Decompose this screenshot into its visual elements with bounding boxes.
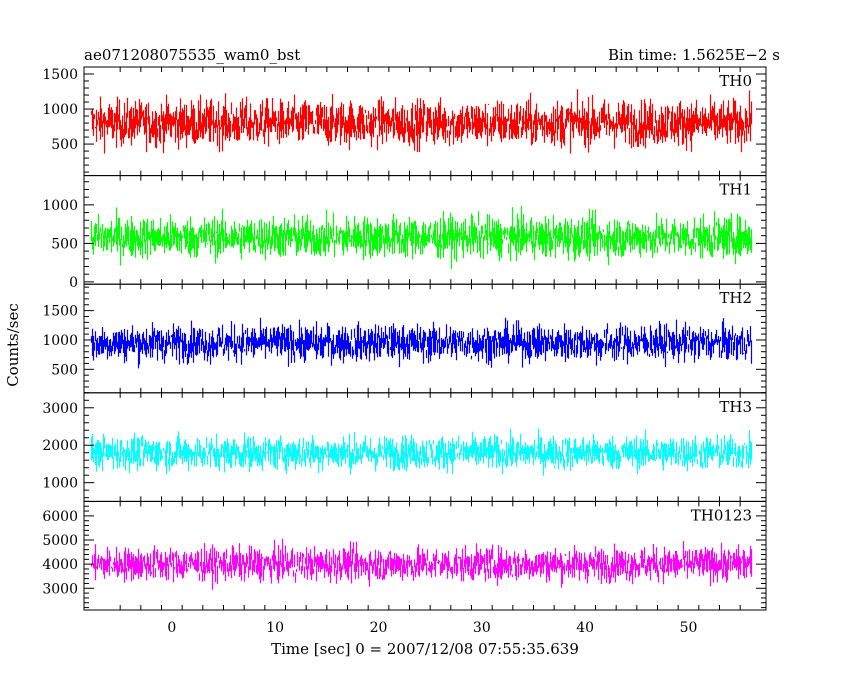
y-tick-label: 1000	[42, 476, 78, 492]
y-tick-label: 1000	[42, 102, 78, 118]
panel-label: TH0123	[691, 506, 752, 524]
series-th0	[90, 89, 753, 154]
x-tick-label: 50	[680, 620, 698, 636]
chart-title: ae071208075535_wam0_bst	[84, 46, 300, 64]
y-tick-label: 0	[69, 275, 78, 291]
y-tick-label: 1500	[42, 304, 78, 320]
series-th3	[90, 428, 753, 476]
panel-th3: 1000 2000 3000 TH3	[42, 392, 767, 502]
y-tick-label: 500	[51, 236, 78, 252]
y-tick-label: 5000	[42, 533, 78, 549]
y-tick-label: 3000	[42, 401, 78, 417]
panel-th0: 500 1000 1500 TH0	[42, 66, 767, 177]
y-tick-label: 3000	[42, 581, 78, 597]
x-tick-label: 20	[370, 620, 388, 636]
series-th1	[90, 205, 753, 269]
series-th0123	[90, 538, 753, 590]
panel-th2: 500 1000 1500 TH2	[42, 283, 767, 394]
y-tick-label: 500	[51, 137, 78, 153]
y-tick-label: 2000	[42, 438, 78, 454]
panel-label: TH0	[719, 72, 752, 90]
y-tick-label: 1000	[42, 333, 78, 349]
x-tick-label: 10	[266, 620, 284, 636]
bin-time-label: Bin time: 1.5625E−2 s	[608, 46, 780, 64]
series-th2	[90, 317, 753, 369]
y-tick-label: 4000	[42, 557, 78, 573]
panel-th1: 0 500 1000 TH1	[42, 175, 767, 291]
y-tick-label: 500	[51, 362, 78, 378]
x-axis-label: Time [sec] 0 = 2007/12/08 07:55:35.639	[271, 640, 579, 658]
panel-label: TH1	[719, 181, 752, 199]
panel-frame	[83, 500, 767, 611]
y-tick-label: 1500	[42, 67, 78, 83]
panel-label: TH2	[719, 289, 752, 307]
panel-th0123: 3000 4000 5000 6000 TH0123	[42, 500, 767, 611]
panel-label: TH3	[719, 398, 752, 416]
y-tick-label: 1000	[42, 198, 78, 214]
x-tick-label: 0	[167, 620, 176, 636]
y-tick-label: 6000	[42, 509, 78, 525]
x-tick-label: 40	[576, 620, 594, 636]
y-axis-label: Counts/sec	[4, 303, 22, 387]
x-tick-label: 30	[473, 620, 491, 636]
